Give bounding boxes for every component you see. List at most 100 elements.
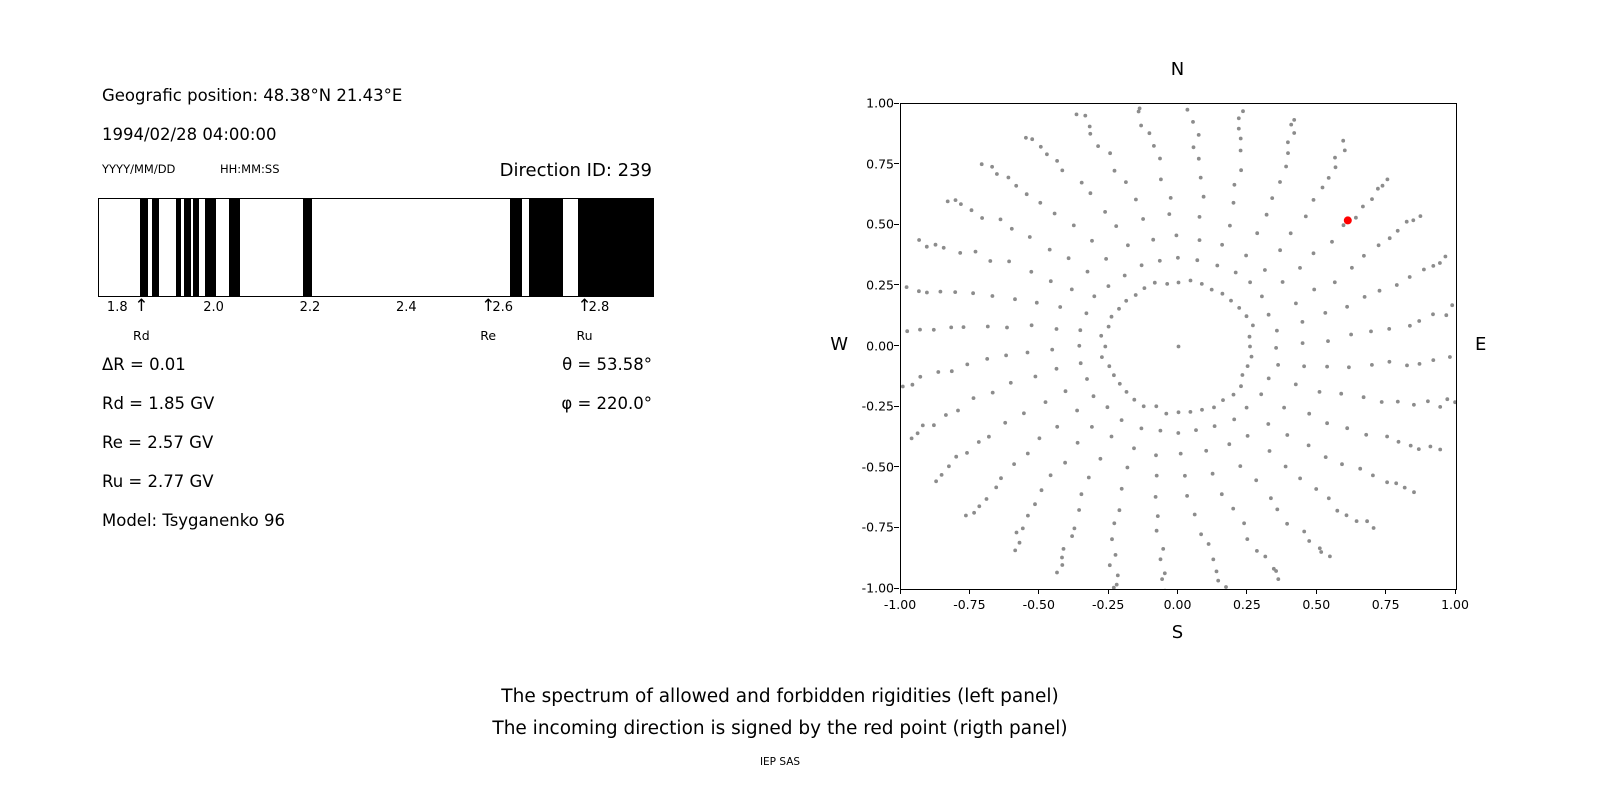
gray-dot	[1339, 391, 1344, 396]
gray-dot	[1063, 389, 1068, 394]
gray-dot	[1311, 251, 1316, 256]
gray-dot	[1325, 421, 1329, 426]
gray-dot	[1025, 350, 1030, 355]
gray-dot	[1286, 140, 1290, 145]
gray-dot	[933, 242, 938, 247]
direction-plot	[900, 103, 1457, 590]
gray-dot	[990, 390, 995, 395]
gray-dot	[1106, 324, 1111, 329]
gray-dot	[1113, 553, 1118, 557]
gray-dot	[1161, 547, 1166, 551]
gray-dot	[990, 294, 995, 298]
compass-east-label: E	[1475, 334, 1487, 355]
gray-dot	[1341, 138, 1346, 143]
gray-dot	[1408, 443, 1413, 448]
gray-dot	[1050, 347, 1055, 352]
gray-dot	[1069, 287, 1074, 292]
gray-dot	[1162, 571, 1167, 576]
gray-dot	[1311, 198, 1316, 202]
theta-label: θ = 53.58°	[562, 355, 652, 374]
spectrum-tick-label: 1.8	[106, 300, 128, 315]
gray-dot	[1276, 363, 1280, 367]
spectrum-tick-label: 2.8	[588, 300, 610, 315]
gray-dot	[1385, 480, 1389, 485]
gray-dot	[1412, 490, 1416, 495]
gray-dot	[1052, 211, 1057, 216]
gray-dot	[1371, 473, 1375, 478]
gray-dot	[1114, 582, 1119, 587]
spectrum-tick-label: 2.0	[203, 300, 224, 315]
y-tick	[894, 526, 899, 528]
datetime-label: 1994/02/28 04:00:00	[102, 125, 277, 144]
gray-dot	[1274, 346, 1278, 350]
gray-dot	[1416, 447, 1421, 451]
gray-dot	[994, 485, 999, 490]
gray-dot	[1289, 122, 1294, 127]
caption-line2: The incoming direction is signed by the …	[492, 718, 1068, 739]
gray-dot	[1278, 248, 1282, 253]
rigidity-spectrum-plot	[98, 198, 654, 297]
gray-dot	[1088, 131, 1093, 136]
gray-dot	[904, 285, 909, 289]
gray-dot	[1074, 112, 1079, 117]
gray-dot	[1333, 165, 1338, 170]
gray-dot	[1014, 183, 1019, 188]
gray-dot	[1112, 168, 1117, 173]
gray-dot	[1085, 269, 1090, 274]
gray-dot	[1332, 280, 1337, 285]
gray-dot	[939, 473, 944, 477]
gray-dot	[1060, 555, 1064, 560]
gray-dot	[915, 431, 920, 436]
gray-dot	[1326, 339, 1330, 343]
spectrum-band	[228, 199, 240, 296]
gray-dot	[1204, 448, 1209, 453]
gray-dot	[1300, 320, 1305, 324]
gray-dot	[1312, 287, 1317, 292]
y-tick	[894, 466, 899, 468]
gray-dot	[1055, 570, 1059, 575]
gray-dot	[1109, 314, 1114, 319]
gray-dot	[1164, 411, 1169, 416]
gray-dot	[1045, 152, 1049, 157]
gray-dot	[1364, 432, 1369, 437]
gray-dot	[1238, 136, 1243, 141]
gray-dot	[1237, 306, 1242, 310]
marker-label-ru: Ru	[576, 328, 593, 343]
gray-dot	[1022, 411, 1026, 416]
gray-dot	[1294, 301, 1298, 306]
x-tick-label: -0.25	[1091, 597, 1125, 612]
y-tick	[894, 345, 899, 346]
gray-dot	[917, 238, 921, 242]
gray-dot	[949, 369, 954, 374]
gray-dot	[1132, 397, 1137, 402]
gray-dot	[1014, 530, 1019, 535]
gray-dot	[1285, 433, 1290, 437]
y-tick-label: -0.75	[861, 519, 894, 535]
gray-dot	[1395, 399, 1400, 404]
gray-dot	[917, 289, 921, 294]
gray-dot	[1154, 404, 1159, 409]
gray-dot	[1196, 133, 1201, 137]
gray-dot	[956, 408, 960, 413]
gray-dot	[1048, 279, 1053, 284]
rd-label: Rd = 1.85 GV	[102, 394, 215, 413]
gray-dot	[1317, 546, 1322, 551]
gray-dot	[1428, 444, 1433, 449]
gray-dot	[1054, 327, 1059, 331]
gray-dot	[1238, 148, 1243, 153]
x-tick-label: -0.50	[1022, 597, 1055, 612]
gray-dot	[1117, 381, 1122, 386]
gray-dot	[1174, 233, 1179, 238]
model-label: Model: Tsyganenko 96	[102, 511, 286, 530]
ru-label: Ru = 2.77 GV	[102, 472, 214, 491]
gray-dot	[945, 199, 950, 204]
gray-dot	[1111, 585, 1116, 589]
spectrum-band	[184, 199, 191, 296]
gray-dot	[1314, 487, 1319, 491]
gray-dot	[909, 436, 914, 441]
x-tick-label: 0.00	[1163, 597, 1192, 612]
gray-dot	[1119, 418, 1124, 422]
spectrum-band	[577, 199, 653, 296]
gray-dot	[977, 504, 982, 509]
gray-dot	[1125, 465, 1130, 470]
